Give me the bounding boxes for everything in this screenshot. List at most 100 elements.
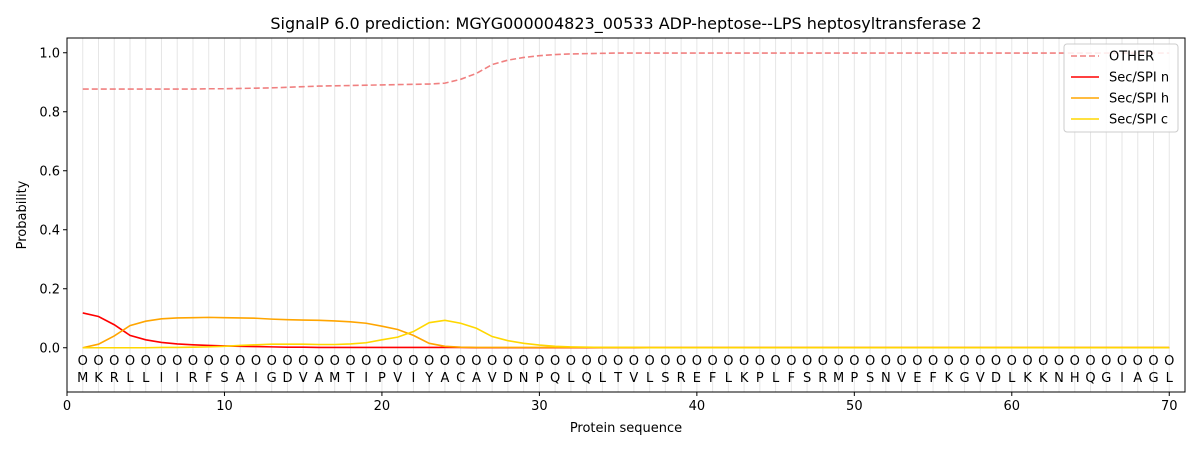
legend-label: Sec/SPI h bbox=[1109, 92, 1169, 107]
legend: OTHER Sec/SPI n Sec/SPI h Sec/SPI c bbox=[1063, 43, 1179, 133]
residue-marker: O bbox=[377, 354, 387, 369]
x-tick-label: 0 bbox=[63, 399, 71, 414]
residue-marker: O bbox=[188, 354, 198, 369]
residue-label: P bbox=[378, 371, 386, 386]
residue-label: L bbox=[646, 371, 654, 386]
residue-marker: O bbox=[1164, 354, 1174, 369]
residue-marker: O bbox=[1133, 354, 1143, 369]
residue-label: E bbox=[693, 371, 701, 386]
residue-marker: O bbox=[235, 354, 245, 369]
residue-marker: O bbox=[172, 354, 182, 369]
residue-marker: O bbox=[503, 354, 513, 369]
residue-marker: O bbox=[393, 354, 403, 369]
residue-label: P bbox=[756, 371, 764, 386]
residue-label: V bbox=[897, 371, 906, 386]
residue-label: L bbox=[599, 371, 607, 386]
residue-marker: O bbox=[1007, 354, 1017, 369]
residue-marker: O bbox=[629, 354, 639, 369]
residue-label: K bbox=[1039, 371, 1048, 386]
residue-marker: O bbox=[1117, 354, 1127, 369]
residue-marker: O bbox=[645, 354, 655, 369]
residue-label: K bbox=[740, 371, 749, 386]
y-tick-label: 0.6 bbox=[39, 164, 60, 179]
residue-label: A bbox=[472, 371, 481, 386]
residue-label: C bbox=[456, 371, 465, 386]
residue-label: I bbox=[412, 371, 416, 386]
residue-marker: O bbox=[707, 354, 717, 369]
residue-label: V bbox=[488, 371, 497, 386]
residue-label: M bbox=[833, 371, 844, 386]
residue-marker: O bbox=[1101, 354, 1111, 369]
residue-label: N bbox=[1054, 371, 1064, 386]
y-tick-label: 0.8 bbox=[39, 105, 60, 120]
residue-label: F bbox=[788, 371, 795, 386]
residue-marker: O bbox=[818, 354, 828, 369]
residue-label: T bbox=[613, 371, 622, 386]
residue-label: S bbox=[803, 371, 811, 386]
y-tick-label: 0.0 bbox=[39, 341, 60, 356]
residue-label: L bbox=[725, 371, 733, 386]
residue-label: P bbox=[535, 371, 543, 386]
residue-label: L bbox=[126, 371, 134, 386]
residue-marker: O bbox=[314, 354, 324, 369]
y-axis-label: Probability bbox=[15, 180, 30, 249]
residue-label: D bbox=[991, 371, 1001, 386]
residue-label: R bbox=[110, 371, 119, 386]
residue-label: G bbox=[960, 371, 970, 386]
residue-marker: O bbox=[912, 354, 922, 369]
residue-label: Q bbox=[550, 371, 560, 386]
residue-marker: O bbox=[267, 354, 277, 369]
y-tick-label: 0.2 bbox=[39, 282, 60, 297]
residue-marker: O bbox=[881, 354, 891, 369]
residue-marker: O bbox=[219, 354, 229, 369]
residue-label: K bbox=[945, 371, 954, 386]
residue-marker: O bbox=[660, 354, 670, 369]
x-tick-label: 30 bbox=[531, 399, 548, 414]
residue-label: D bbox=[503, 371, 513, 386]
series-line-other bbox=[82, 52, 1170, 90]
residue-label: S bbox=[866, 371, 874, 386]
grid-lines bbox=[82, 38, 1170, 392]
x-axis-label: Protein sequence bbox=[570, 421, 682, 436]
legend-label: Sec/SPI c bbox=[1109, 113, 1168, 128]
residue-label: V bbox=[393, 371, 402, 386]
residue-label: I bbox=[254, 371, 258, 386]
residue-label: N bbox=[519, 371, 529, 386]
y-tick-label: 0.4 bbox=[39, 223, 60, 238]
residue-marker: O bbox=[550, 354, 560, 369]
residue-label: I bbox=[364, 371, 368, 386]
residue-marker: O bbox=[975, 354, 985, 369]
residue-marker: O bbox=[1038, 354, 1048, 369]
residue-marker: O bbox=[125, 354, 135, 369]
residue-marker: O bbox=[534, 354, 544, 369]
residue-label: F bbox=[709, 371, 716, 386]
residue-label: M bbox=[77, 371, 88, 386]
residue-marker: O bbox=[582, 354, 592, 369]
residue-label: S bbox=[220, 371, 228, 386]
residue-label: A bbox=[440, 371, 449, 386]
series-line-sec-spi-c bbox=[82, 319, 1170, 349]
residue-marker: O bbox=[1148, 354, 1158, 369]
residue-marker: O bbox=[802, 354, 812, 369]
residue-label: K bbox=[1023, 371, 1032, 386]
residue-marker: O bbox=[251, 354, 261, 369]
residue-label: L bbox=[567, 371, 575, 386]
residue-label: F bbox=[205, 371, 212, 386]
residue-label: F bbox=[929, 371, 936, 386]
residue-marker: O bbox=[298, 354, 308, 369]
residue-label: Q bbox=[1085, 371, 1095, 386]
residue-label: I bbox=[175, 371, 179, 386]
residue-label: A bbox=[1133, 371, 1142, 386]
y-axis-ticks: 0.0 0.2 0.4 0.6 0.8 1.0 bbox=[39, 46, 67, 356]
residue-label: V bbox=[299, 371, 308, 386]
residue-marker: O bbox=[566, 354, 576, 369]
y-tick-label: 1.0 bbox=[39, 46, 60, 61]
residue-marker: O bbox=[991, 354, 1001, 369]
legend-box bbox=[1063, 43, 1179, 133]
legend-label: Sec/SPI n bbox=[1109, 71, 1169, 86]
residue-label: N bbox=[881, 371, 891, 386]
residue-marker: O bbox=[282, 354, 292, 369]
residue-marker: O bbox=[519, 354, 529, 369]
